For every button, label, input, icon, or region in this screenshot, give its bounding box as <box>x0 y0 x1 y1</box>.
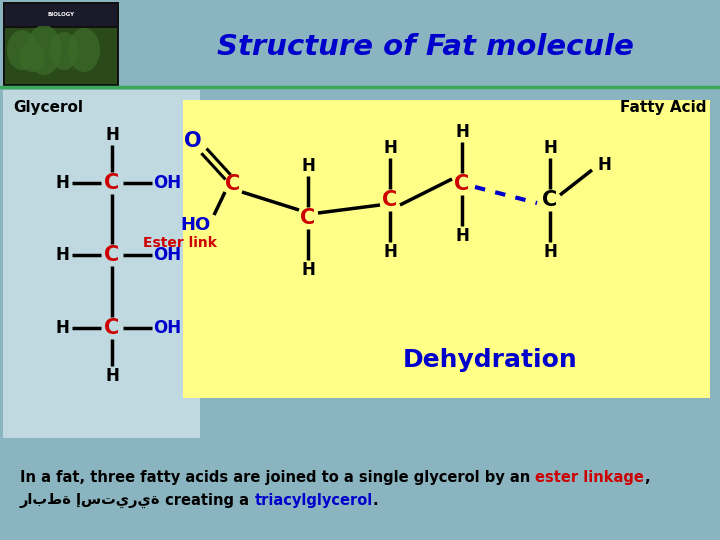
Bar <box>5 28 117 84</box>
Text: C: C <box>225 174 240 194</box>
Text: H: H <box>543 243 557 261</box>
Bar <box>3 90 200 438</box>
Text: H: H <box>105 367 119 385</box>
Text: C: C <box>382 190 397 210</box>
Text: رابطة إستيرية: رابطة إستيرية <box>20 493 161 508</box>
Text: ester linkage: ester linkage <box>536 470 644 485</box>
Text: .: . <box>373 493 379 508</box>
Bar <box>183 100 710 398</box>
Ellipse shape <box>7 30 37 70</box>
Text: ,: , <box>644 470 650 485</box>
Text: OH: OH <box>153 246 181 264</box>
Text: H: H <box>597 156 611 174</box>
Text: H: H <box>543 139 557 157</box>
Text: HO: HO <box>181 216 211 234</box>
Text: H: H <box>55 174 69 192</box>
Text: C: C <box>104 318 120 338</box>
Text: H: H <box>55 319 69 337</box>
Ellipse shape <box>19 42 45 72</box>
Text: C: C <box>542 190 557 210</box>
Text: C: C <box>454 174 469 194</box>
Text: Glycerol: Glycerol <box>13 100 83 115</box>
Text: Ester link: Ester link <box>143 236 217 250</box>
Text: Structure of Fat molecule: Structure of Fat molecule <box>217 33 634 61</box>
Ellipse shape <box>27 25 61 75</box>
Text: triacylglycerol: triacylglycerol <box>255 493 373 508</box>
Ellipse shape <box>68 28 100 72</box>
Text: H: H <box>301 157 315 175</box>
Text: C: C <box>104 173 120 193</box>
Text: H: H <box>105 126 119 144</box>
Text: OH: OH <box>153 174 181 192</box>
Text: H: H <box>301 261 315 279</box>
Text: In a fat, three fatty acids are joined to a single glycerol by an: In a fat, three fatty acids are joined t… <box>20 470 536 485</box>
Text: Dehydration: Dehydration <box>402 348 577 372</box>
Bar <box>5 4 117 26</box>
Text: O: O <box>184 131 202 151</box>
Text: Fatty Acid: Fatty Acid <box>621 100 707 115</box>
Ellipse shape <box>50 32 78 70</box>
Text: OH: OH <box>153 319 181 337</box>
Text: BIOLOGY: BIOLOGY <box>48 11 75 17</box>
Text: H: H <box>55 246 69 264</box>
Text: H: H <box>383 243 397 261</box>
Bar <box>3 2 119 86</box>
Text: H: H <box>455 123 469 141</box>
Text: H: H <box>383 139 397 157</box>
Text: creating a: creating a <box>161 493 255 508</box>
Text: H: H <box>455 227 469 245</box>
Text: C: C <box>104 245 120 265</box>
Text: C: C <box>300 208 315 228</box>
